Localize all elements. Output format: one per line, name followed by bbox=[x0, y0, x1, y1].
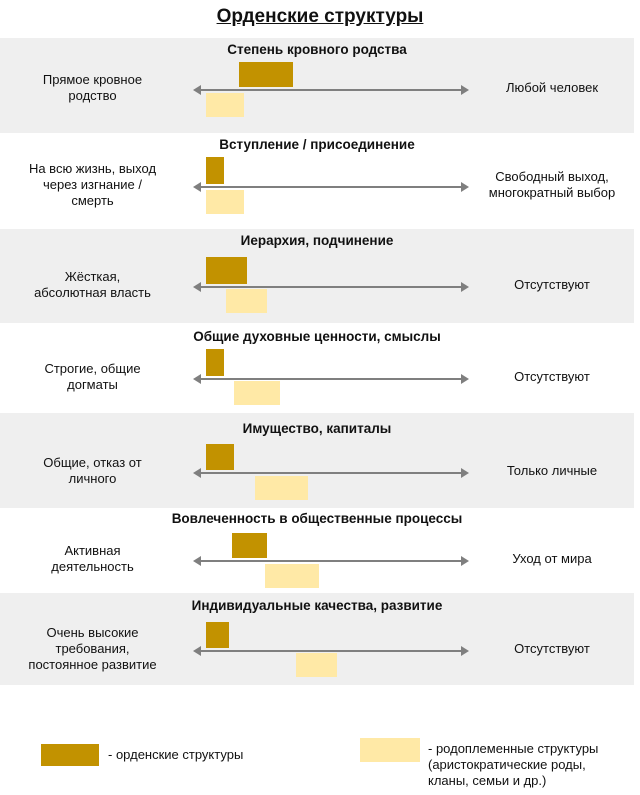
order-bar bbox=[231, 533, 268, 558]
tribal-bar bbox=[234, 381, 281, 405]
scale-arrow bbox=[193, 646, 469, 656]
scale-arrow bbox=[193, 85, 469, 95]
arrow-right-icon bbox=[461, 374, 469, 384]
tribal-bar bbox=[254, 476, 309, 500]
row-left-label: На всю жизнь, выход через изгнание / сме… bbox=[28, 161, 157, 208]
row-title: Вовлеченность в общественные процессы bbox=[171, 511, 463, 526]
tribal-bar bbox=[295, 653, 337, 677]
row-right-label: Свободный выход, многократный выбор bbox=[488, 169, 616, 200]
scale-arrow bbox=[193, 468, 469, 478]
arrow-left-icon bbox=[193, 556, 201, 566]
arrow-left-icon bbox=[193, 468, 201, 478]
order-bar bbox=[206, 257, 247, 284]
order-bar bbox=[206, 444, 235, 470]
legend-swatch-order bbox=[41, 744, 99, 766]
scale-arrow bbox=[193, 282, 469, 292]
row-right-label: Любой человек bbox=[505, 80, 599, 95]
row-right-label: Отсутствуют bbox=[514, 277, 590, 292]
row-left-label: Жёсткая, абсолютная власть bbox=[34, 269, 151, 300]
order-bar bbox=[206, 157, 224, 184]
arrow-right-icon bbox=[461, 468, 469, 478]
row-left-label: Прямое кровное родство bbox=[42, 72, 143, 103]
tribal-bar bbox=[206, 190, 245, 214]
row-right-label: Только личные bbox=[506, 463, 598, 478]
order-bar bbox=[239, 62, 294, 87]
arrow-left-icon bbox=[193, 374, 201, 384]
legend-label-order: - орденские структуры bbox=[108, 747, 244, 762]
arrow-right-icon bbox=[461, 85, 469, 95]
arrow-left-icon bbox=[193, 182, 201, 192]
row-title: Вступление / присоединение bbox=[219, 137, 415, 152]
tribal-bar bbox=[226, 289, 268, 313]
arrow-left-icon bbox=[193, 85, 201, 95]
scale-arrow bbox=[193, 556, 469, 566]
order-bar bbox=[206, 622, 230, 648]
row-left-label: Общие, отказ от личного bbox=[43, 455, 142, 486]
row-title: Имущество, капиталы bbox=[242, 421, 392, 436]
row-band bbox=[0, 229, 634, 323]
page-title: Орденские структуры bbox=[216, 6, 424, 27]
row-left-label: Очень высокие требования, постоянное раз… bbox=[28, 625, 157, 672]
arrow-right-icon bbox=[461, 646, 469, 656]
arrow-right-icon bbox=[461, 556, 469, 566]
legend-swatch-tribal bbox=[360, 738, 420, 762]
row-title: Общие духовные ценности, смыслы bbox=[193, 329, 441, 344]
scale-arrow bbox=[193, 374, 469, 384]
row-title: Индивидуальные качества, развитие bbox=[191, 598, 443, 613]
row-left-label: Строгие, общие догматы bbox=[44, 361, 141, 392]
row-title: Иерархия, подчинение bbox=[240, 233, 394, 248]
row-title: Степень кровного родства bbox=[227, 42, 407, 57]
tribal-bar bbox=[264, 564, 319, 588]
scale-arrow bbox=[193, 182, 469, 192]
legend-label-tribal: - родоплеменные структуры (аристократиче… bbox=[428, 741, 599, 788]
arrow-left-icon bbox=[193, 282, 201, 292]
row-band bbox=[0, 38, 634, 133]
row-right-label: Уход от мира bbox=[512, 551, 592, 566]
row-band bbox=[0, 413, 634, 508]
row-right-label: Отсутствуют bbox=[514, 369, 590, 384]
row-left-label: Активная деятельность bbox=[51, 543, 134, 574]
order-bar bbox=[206, 349, 224, 376]
arrow-right-icon bbox=[461, 282, 469, 292]
row-right-label: Отсутствуют bbox=[514, 641, 590, 656]
arrow-right-icon bbox=[461, 182, 469, 192]
tribal-bar bbox=[206, 93, 245, 117]
arrow-left-icon bbox=[193, 646, 201, 656]
